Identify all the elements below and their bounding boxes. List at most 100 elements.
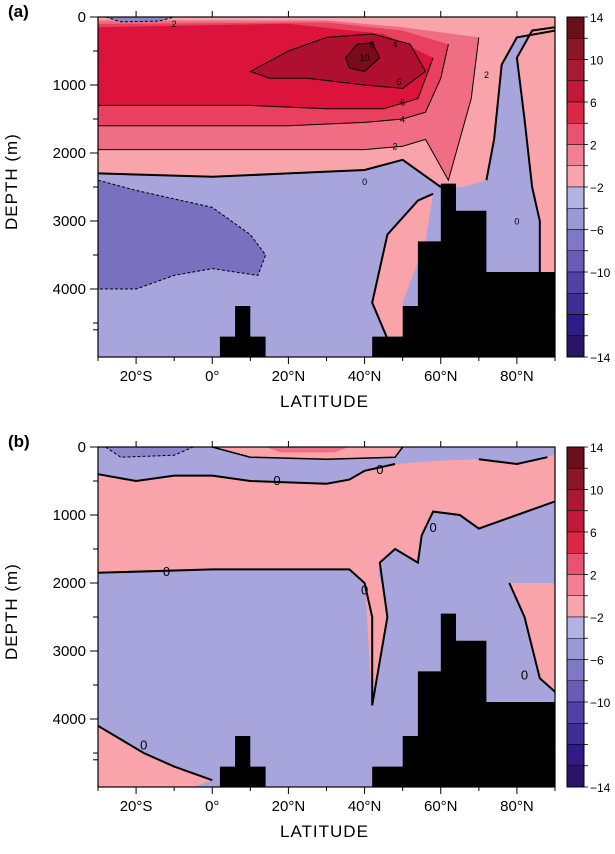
colorbar-swatch — [566, 616, 585, 639]
region-pos-band — [98, 453, 555, 617]
y-tick-label: 2000 — [53, 145, 86, 162]
contour-label: 0 — [514, 216, 519, 226]
topography — [372, 613, 555, 787]
colorbar-swatch — [566, 38, 585, 60]
x-tick-label: 0° — [205, 798, 219, 815]
colorbar-swatch — [566, 80, 585, 103]
colorbar-label: −6 — [590, 654, 604, 668]
panel-letter: (a) — [8, 2, 29, 21]
x-tick-label: 20°N — [272, 368, 306, 385]
contour-label: 0 — [521, 668, 528, 683]
x-tick-label: 60°N — [424, 798, 458, 815]
y-axis-label: DEPTH (m) — [2, 133, 21, 230]
colorbar-swatch — [566, 531, 585, 554]
contour-zero — [97, 724, 213, 782]
colorbar-label: −14 — [590, 351, 611, 365]
contour-label: 6 — [400, 97, 405, 107]
x-tick-label: 20°S — [120, 368, 153, 385]
contour-zero — [371, 192, 434, 358]
x-tick-label: 20°S — [120, 798, 153, 815]
contour-minus2 — [97, 179, 267, 290]
panel-a: (a) DEPTH (m) 2 4 6 8 10 6 4 2 0 2 0 20°S 0° 20°N 40°N… — [0, 0, 615, 424]
contour-zero — [515, 26, 556, 357]
region-neg-2-4 — [98, 180, 266, 289]
contour-zero — [478, 456, 548, 466]
contour-label: 2 — [484, 70, 489, 80]
contour-label: 6 — [396, 77, 401, 87]
colorbar-label: 2 — [590, 139, 597, 153]
contour-zero — [97, 500, 556, 706]
region-pos-8-10 — [250, 34, 426, 89]
colorbar-label: −14 — [590, 781, 611, 795]
x-tick-label: 40°N — [348, 798, 382, 815]
y-tick-label: 0 — [78, 439, 86, 456]
colorbar-swatch — [566, 314, 585, 336]
colorbar-swatch — [566, 680, 585, 703]
topography — [219, 306, 266, 357]
colorbar-swatch — [566, 510, 585, 533]
contour-surface — [105, 16, 175, 23]
colorbar-swatch — [566, 553, 585, 575]
contour-label: 2 — [393, 142, 398, 152]
contour-2 — [98, 37, 480, 182]
colorbar-label: 6 — [590, 526, 597, 540]
colorbar-swatch — [566, 468, 585, 490]
contour-label: 0 — [140, 738, 147, 753]
colorbar-swatch — [566, 765, 585, 788]
colorbar-label: −10 — [590, 266, 611, 280]
contour-label: 4 — [393, 40, 398, 50]
colorbar-label: −6 — [590, 224, 604, 238]
x-axis-label: LATITUDE — [280, 392, 369, 411]
y-axis-label: DEPTH (m) — [2, 563, 21, 660]
region-neg-surface — [105, 447, 194, 458]
region-pos-10 — [345, 42, 380, 72]
colorbar-swatch — [566, 101, 585, 124]
colorbar-swatch — [566, 659, 585, 681]
colorbar-swatch — [566, 59, 585, 81]
colorbar-swatch — [566, 723, 585, 745]
y-tick-label: 0 — [78, 9, 86, 26]
topography — [372, 183, 555, 357]
colorbar-label: 14 — [590, 441, 604, 455]
x-tick-label: 0° — [205, 368, 219, 385]
contour-label: 0 — [273, 473, 280, 488]
x-tick-label: 80°N — [500, 798, 534, 815]
region-pos-bottom — [98, 725, 213, 787]
colorbar-swatch — [566, 271, 585, 294]
colorbar-swatch — [566, 250, 585, 273]
colorbar-label: 14 — [590, 11, 604, 25]
panel-letter: (b) — [8, 432, 30, 451]
colorbar-swatch — [566, 293, 585, 315]
y-tick-label: 4000 — [53, 281, 86, 298]
colorbar-label: −2 — [590, 611, 604, 625]
contour-zero — [508, 582, 556, 693]
region-pos-north — [509, 583, 555, 692]
colorbar-label: −10 — [590, 696, 611, 710]
contour-label: 10 — [360, 53, 370, 63]
contour-label: 2 — [172, 19, 177, 29]
contour-label: 0 — [376, 462, 383, 477]
contour-label: 4 — [400, 114, 405, 124]
contour-4 — [98, 44, 449, 127]
contour-10 — [345, 42, 381, 72]
contour-zero — [212, 446, 404, 460]
region-pos-surface-core — [265, 447, 350, 453]
colorbar-label: −2 — [590, 181, 604, 195]
contour-label: 0 — [163, 564, 170, 579]
panel-b: (b) DEPTH (m) 0 0 0 0 0 0 0 20°S 0° 20°N 40°N 60°N 8… — [0, 430, 615, 854]
colorbar-swatch — [566, 638, 585, 660]
chart-b: 0 0 0 0 0 0 0 20°S 0° 20°N 40°N 60°N 80°N 0 1000 2000 30… — [53, 439, 611, 815]
colorbar-swatch — [566, 446, 585, 469]
region-pos-surface — [212, 447, 403, 460]
y-tick-label: 1000 — [53, 507, 86, 524]
colorbar-label: 2 — [590, 569, 597, 583]
colorbar-swatch — [566, 123, 585, 145]
colorbar-swatch — [566, 335, 585, 358]
x-axis-label: LATITUDE — [280, 822, 369, 841]
colorbar-swatch — [566, 208, 585, 230]
contour-8 — [250, 33, 427, 89]
contour-label: 8 — [370, 40, 375, 50]
colorbar-swatch — [566, 16, 585, 39]
topography — [219, 736, 266, 787]
